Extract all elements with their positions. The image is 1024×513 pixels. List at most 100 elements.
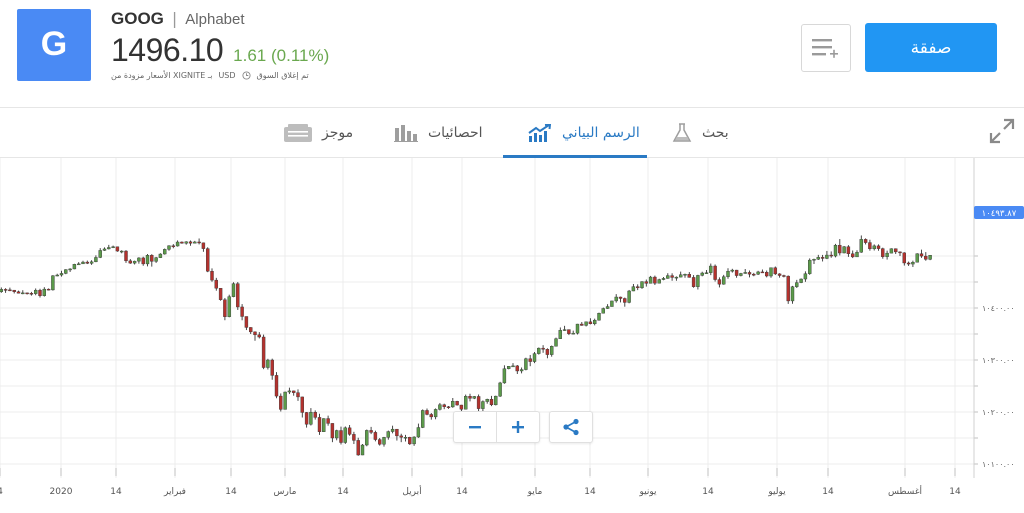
candle-up xyxy=(502,368,507,384)
candle-down xyxy=(279,395,283,410)
candle-up xyxy=(554,338,558,347)
tab-summary[interactable]: موجز xyxy=(284,108,353,158)
x-tick-label: مايو xyxy=(527,487,543,497)
tab-chart[interactable]: الرسم البياني xyxy=(528,108,640,158)
candle-down xyxy=(38,289,42,296)
candle-down xyxy=(760,271,765,274)
candle-down xyxy=(782,275,786,277)
candle-down xyxy=(180,241,184,244)
candle-down xyxy=(876,245,881,249)
candle-up xyxy=(322,418,326,432)
x-tick-label: أغسطس xyxy=(888,485,922,497)
candle-down xyxy=(304,412,309,425)
candle-up xyxy=(726,270,730,277)
candle-down xyxy=(378,439,382,445)
x-tick-label: 14 xyxy=(702,487,714,497)
candle-up xyxy=(532,353,537,362)
candle-up xyxy=(885,252,889,257)
candle-up xyxy=(683,273,687,276)
chart-vertical-grid xyxy=(0,158,956,478)
candle-up xyxy=(107,247,111,250)
candle-down xyxy=(395,428,399,437)
candle-down xyxy=(317,417,322,432)
candle-up xyxy=(511,365,515,368)
tab-research[interactable]: بحث xyxy=(672,108,729,158)
candle-up xyxy=(915,253,919,263)
candles-group xyxy=(0,235,932,456)
candle-up xyxy=(94,257,98,263)
candle-down xyxy=(687,273,691,278)
candle-down xyxy=(141,257,145,265)
fullscreen-icon[interactable] xyxy=(989,118,1015,144)
flask-icon xyxy=(672,123,692,142)
chart-trend-icon xyxy=(528,124,552,142)
candle-up xyxy=(550,346,554,355)
candle-down xyxy=(515,365,519,372)
zoom-in-button[interactable] xyxy=(496,412,539,442)
candle-up xyxy=(614,296,618,302)
clock-icon xyxy=(241,71,251,80)
price-row: 1496.10 1.61 (0.11%) xyxy=(111,32,329,69)
candle-up xyxy=(451,401,455,408)
candle-down xyxy=(25,292,29,295)
candle-up xyxy=(739,273,743,276)
candle-up xyxy=(605,306,610,309)
x-tick-label: 14 xyxy=(110,487,122,497)
source-note: الأسعار مزودة من XIGNITE بـ xyxy=(111,71,213,80)
y-tick-label: ١٠٣٠٠.٠٠ xyxy=(982,356,1015,365)
candle-up xyxy=(627,290,631,303)
candle-down xyxy=(545,349,550,355)
candle-up xyxy=(51,275,55,291)
candle-down xyxy=(863,239,868,243)
x-tick-label: يونيو xyxy=(638,487,657,497)
candle-down xyxy=(894,248,898,253)
candle-up xyxy=(59,273,64,276)
minus-icon xyxy=(469,426,481,429)
candle-down xyxy=(369,430,373,433)
candle-down xyxy=(326,418,330,424)
candle-up xyxy=(335,430,339,439)
candle-down xyxy=(623,298,627,303)
tab-statistics[interactable]: احصائيات xyxy=(394,108,483,158)
candle-down xyxy=(588,321,593,325)
candle-down xyxy=(210,271,214,281)
candle-down xyxy=(274,375,279,397)
candle-down xyxy=(248,327,253,333)
add-to-watchlist-button[interactable] xyxy=(801,24,851,72)
candle-down xyxy=(128,260,133,264)
candle-down xyxy=(292,390,296,393)
candle-up xyxy=(382,437,386,445)
candle-up xyxy=(227,296,231,317)
candle-up xyxy=(76,263,81,266)
candle-down xyxy=(408,437,412,445)
candle-down xyxy=(352,434,356,441)
candle-up xyxy=(184,241,188,244)
trade-button[interactable]: صفقة xyxy=(865,23,997,72)
price-chart[interactable]: ١٠٤٠٠.٠٠١٠٣٠٠.٠٠١٠٢٠٠.٠٠١٠١٠٠.٠٠١٠٠٠٠.٠٠… xyxy=(0,158,1024,513)
candle-down xyxy=(425,410,429,415)
share-button[interactable] xyxy=(549,411,593,443)
candle-up xyxy=(42,288,46,296)
candle-down xyxy=(244,316,249,328)
candle-down xyxy=(717,279,722,285)
candle-up xyxy=(825,254,829,259)
candle-down xyxy=(330,423,335,439)
candle-down xyxy=(734,269,739,276)
candle-up xyxy=(584,321,588,326)
candle-up xyxy=(855,252,859,258)
candle-up xyxy=(309,412,313,425)
candle-down xyxy=(670,275,674,278)
candle-down xyxy=(240,306,244,317)
candle-up xyxy=(730,269,734,272)
zoom-out-button[interactable] xyxy=(454,412,496,442)
candle-down xyxy=(171,245,176,247)
candle-up xyxy=(154,257,158,262)
candle-down xyxy=(197,241,201,244)
instrument-header: G GOOG | Alphabet 1496.10 1.61 (0.11%) ا… xyxy=(0,0,1024,108)
candlestick-chart[interactable]: ١٠٤٠٠.٠٠١٠٣٠٠.٠٠١٠٢٠٠.٠٠١٠١٠٠.٠٠١٠٠٠٠.٠٠… xyxy=(0,158,1024,513)
tab-chart-label: الرسم البياني xyxy=(562,125,640,141)
candle-up xyxy=(403,437,408,439)
candle-up xyxy=(0,289,3,292)
candle-down xyxy=(270,359,274,376)
